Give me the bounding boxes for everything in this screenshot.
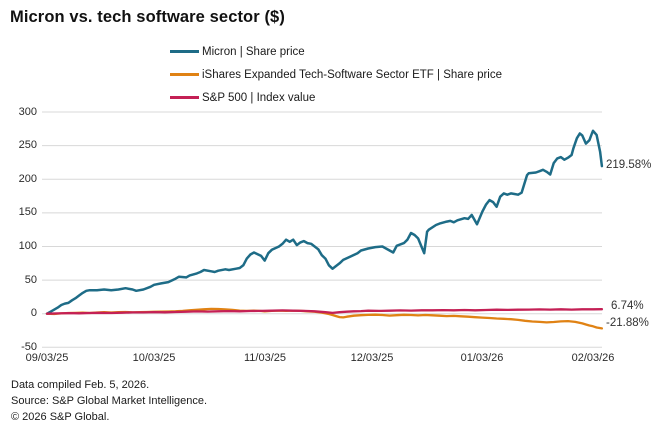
legend-item-micron: Micron | Share price [170, 40, 502, 63]
legend-item-sp500: S&P 500 | Index value [170, 86, 502, 109]
sp500-end-value-label: 6.74% [611, 300, 644, 312]
y-tick-label: 50 [24, 274, 37, 286]
legend-label: Micron | Share price [202, 45, 305, 58]
y-tick-label: 100 [18, 240, 37, 252]
x-tick-label: 12/03/25 [350, 352, 394, 364]
legend-label: S&P 500 | Index value [202, 91, 316, 104]
footer-compiled-date: Data compiled Feb. 5, 2026. [11, 379, 150, 391]
etf-line-swatch-icon [170, 72, 199, 77]
footer-copyright: © 2026 S&P Global. [11, 411, 110, 423]
page-title: Micron vs. tech software sector ($) [10, 8, 285, 26]
y-tick-label: 300 [18, 106, 37, 118]
x-tick-label: 11/03/25 [243, 352, 286, 364]
micron-line-swatch-icon [170, 49, 199, 54]
series-line [45, 308, 604, 315]
etf-end-value-label: -21.88% [606, 317, 649, 329]
series-line [45, 129, 604, 315]
y-tick-label: 150 [18, 206, 37, 218]
footer-source: Source: S&P Global Market Intelligence. [11, 395, 208, 407]
x-tick-label: 01/03/26 [460, 352, 504, 364]
x-tick-label: 10/03/25 [132, 352, 176, 364]
x-tick-label: 02/03/26 [571, 352, 615, 364]
y-tick-label: -50 [21, 341, 37, 353]
y-tick-label: 200 [18, 173, 37, 185]
sp500-line-swatch-icon [170, 95, 199, 100]
y-tick-label: 250 [18, 139, 37, 151]
legend-label: iShares Expanded Tech-Software Sector ET… [202, 68, 503, 81]
y-tick-label: 0 [30, 307, 37, 319]
chart-footer: Data compiled Feb. 5, 2026. Source: S&P … [11, 377, 207, 425]
chart-legend: Micron | Share price iShares Expanded Te… [170, 40, 502, 109]
micron-end-value-label: 219.58% [606, 159, 652, 171]
legend-item-etf: iShares Expanded Tech-Software Sector ET… [170, 63, 502, 86]
x-tick-label: 09/03/25 [25, 352, 69, 364]
